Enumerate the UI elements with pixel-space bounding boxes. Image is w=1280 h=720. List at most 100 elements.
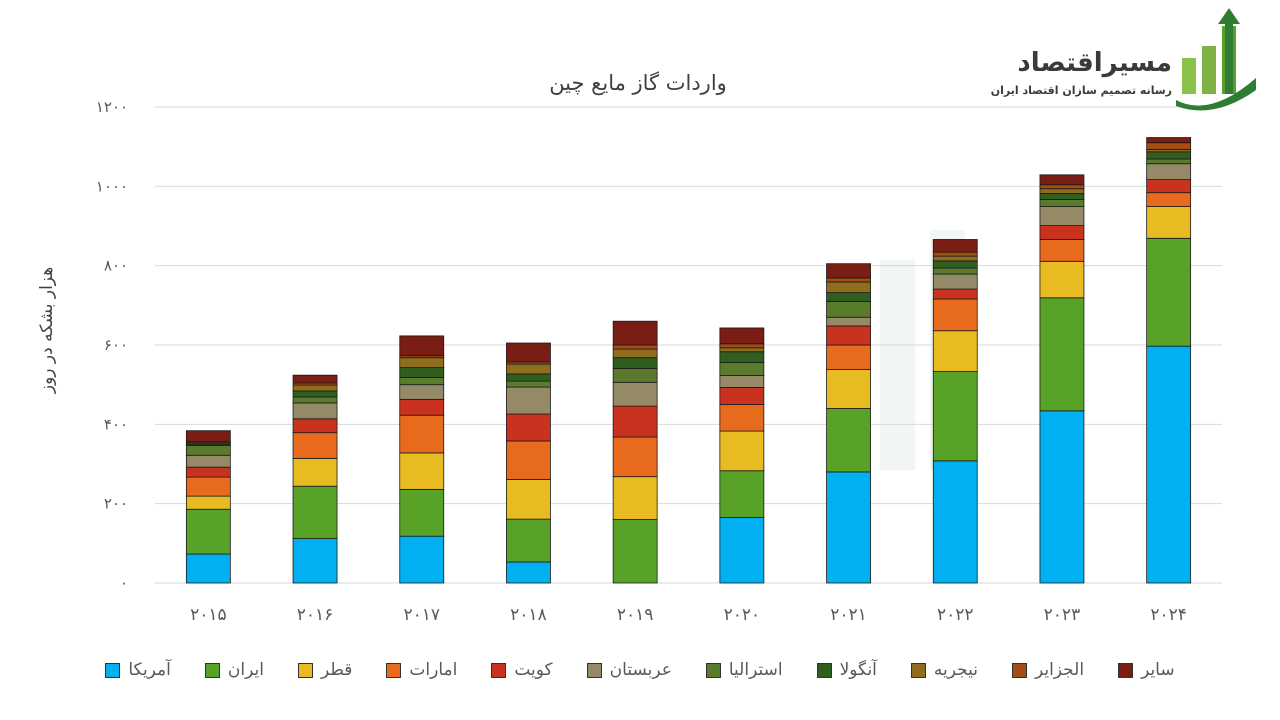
legend-label: الجزایر <box>1034 660 1085 680</box>
bar-stack <box>292 374 338 584</box>
bar-stack <box>932 239 978 584</box>
bar-segment <box>185 454 231 468</box>
bar-segment <box>826 408 871 473</box>
bar-segment <box>399 535 445 584</box>
legend-label: آمریکا <box>128 660 171 680</box>
bar-segment <box>1039 239 1085 262</box>
y-tick-label: ۸۰۰ <box>104 257 128 275</box>
x-tick-label: ۲۰۱۶ <box>297 605 334 625</box>
bar-segment <box>1146 163 1192 180</box>
y-tick-label: ۰ <box>120 574 128 592</box>
bar-segment <box>826 281 871 294</box>
bar-segment <box>399 452 445 490</box>
bar-segment <box>1146 206 1192 239</box>
bar-segment <box>506 479 551 520</box>
legend-item: عربستان <box>586 660 672 680</box>
bar-segment <box>399 384 445 400</box>
y-axis-ticks: ۰ ۲۰۰ ۴۰۰ ۶۰۰ ۸۰۰ ۱۰۰۰ ۱۲۰۰ <box>96 98 128 592</box>
bar-segment <box>719 343 765 349</box>
bar-segment <box>932 371 978 462</box>
legend-item: کویت <box>491 660 553 680</box>
legend-item: قطر <box>297 660 352 680</box>
bar-segment <box>506 380 551 388</box>
bar-segment <box>826 292 871 302</box>
x-tick-label: ۲۰۲۲ <box>937 605 974 625</box>
bar-segment <box>1146 142 1192 150</box>
bar-segment <box>932 255 978 262</box>
bar-segment <box>932 260 978 269</box>
y-tick-label: ۲۰۰ <box>104 495 128 513</box>
legend-item: استرالیا <box>705 660 783 680</box>
bar-segment <box>292 390 338 398</box>
bar-segment <box>1039 225 1085 240</box>
legend-label: امارات <box>409 660 458 680</box>
bar-segment <box>719 430 765 472</box>
bar-segment <box>1039 174 1085 186</box>
bar-segment <box>399 357 445 369</box>
legend-swatch <box>705 662 721 678</box>
legend-label: ایران <box>227 660 264 680</box>
x-tick-label: ۲۰۱۹ <box>617 605 654 625</box>
bar-segment <box>719 351 765 363</box>
legend-swatch <box>105 662 121 678</box>
bar-segment <box>506 342 551 363</box>
bar-segment <box>185 466 231 478</box>
bar-segment <box>826 369 871 409</box>
bar-stacks <box>185 137 1192 584</box>
legend-item: سایر <box>1118 660 1175 680</box>
bar-segment <box>185 553 231 584</box>
bar-segment <box>292 432 338 459</box>
bar-segment <box>612 519 658 584</box>
bar-segment <box>292 402 338 420</box>
bar-segment <box>399 367 445 378</box>
legend: آمریکا ایران قطر امارات کویت عربستان استرالیا آ… <box>0 660 1280 680</box>
bar-segment <box>292 418 338 434</box>
bar-stack <box>1039 174 1085 584</box>
bar-stack <box>719 327 765 584</box>
bar-segment <box>1146 192 1192 207</box>
bar-segment <box>932 298 978 332</box>
x-tick-label: ۲۰۲۱ <box>830 605 867 625</box>
bar-segment <box>612 476 658 520</box>
bar-segment <box>612 381 658 407</box>
legend-swatch <box>816 662 832 678</box>
bar-segment <box>292 485 338 539</box>
bar-segment <box>1039 260 1085 299</box>
bar-stack <box>826 263 871 584</box>
bar-segment <box>1146 158 1192 165</box>
bar-segment <box>292 374 338 384</box>
legend-item: آنگولا <box>816 660 877 680</box>
legend-swatch <box>297 662 313 678</box>
x-tick-label: ۲۰۱۵ <box>190 605 227 625</box>
x-tick-label: ۲۰۲۳ <box>1044 605 1081 625</box>
bar-segment <box>1039 199 1085 207</box>
bar-segment <box>719 404 765 432</box>
legend-swatch <box>386 662 402 678</box>
logo-tagline: رسانه تصمیم سازان اقتصاد ایران <box>990 84 1172 97</box>
y-tick-label: ۶۰۰ <box>104 336 128 354</box>
legend-label: سایر <box>1141 660 1175 680</box>
bar-segment <box>399 377 445 386</box>
legend-swatch <box>910 662 926 678</box>
legend-swatch <box>204 662 220 678</box>
bar-segment <box>1039 206 1085 227</box>
bar-segment <box>826 300 871 318</box>
bar-segment <box>932 330 978 372</box>
bar-stack <box>399 335 445 584</box>
legend-item: آمریکا <box>105 660 171 680</box>
bar-segment <box>506 561 551 584</box>
legend-swatch <box>491 662 507 678</box>
bar-segment <box>399 335 445 357</box>
bar-segment <box>506 413 551 442</box>
x-tick-label: ۲۰۱۷ <box>403 605 440 625</box>
legend-item: نیجریه <box>910 660 978 680</box>
bar-segment <box>932 288 978 300</box>
bar-segment <box>719 470 765 518</box>
bar-segment <box>719 327 765 345</box>
legend-swatch <box>1011 662 1027 678</box>
legend-item: ایران <box>204 660 264 680</box>
bar-segment <box>612 348 658 359</box>
bar-segment <box>719 387 765 405</box>
bar-segment <box>506 440 551 480</box>
bar-segment <box>399 488 445 537</box>
